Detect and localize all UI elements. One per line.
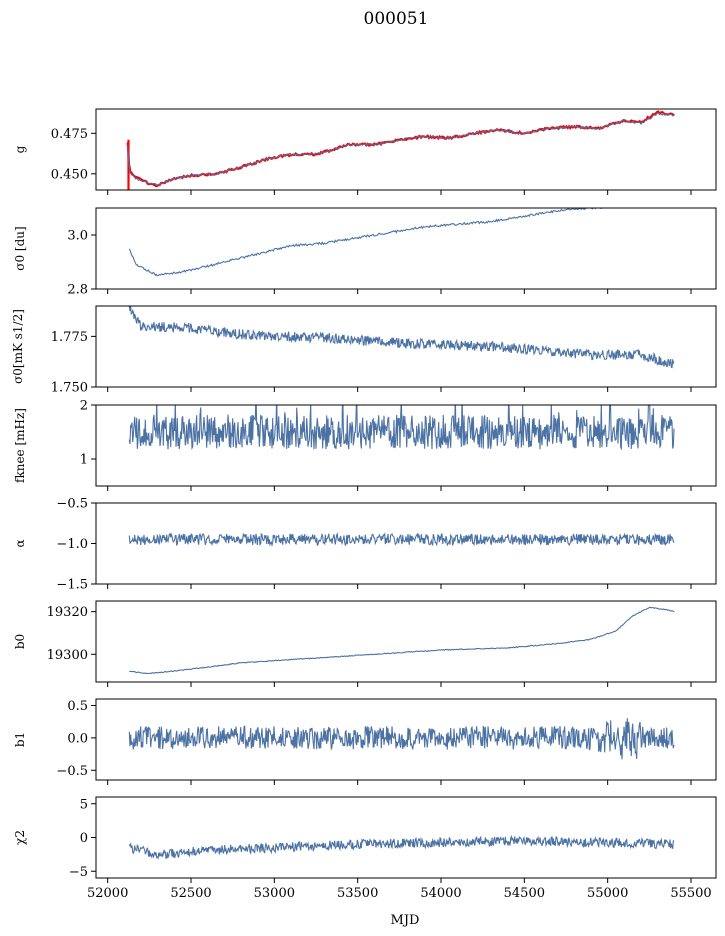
series-line-2: [127, 112, 675, 187]
x-tick-label: 52500: [170, 886, 211, 901]
series-line-1: [128, 208, 617, 277]
y-tick-label: 0: [80, 831, 88, 846]
series-line-1: [126, 110, 675, 188]
y-tick-label: −5: [69, 865, 88, 880]
panel-3: 1.750 1.775 σ0[mK s1/2]: [11, 305, 717, 396]
panel-6: 19300 19320 b0: [13, 600, 717, 687]
x-tick-label: 53500: [337, 886, 378, 901]
axes-frame: [95, 305, 717, 388]
y-tick-label: 2: [80, 399, 88, 414]
x-tick-label: 53000: [254, 886, 295, 901]
x-tick-label: 54500: [504, 886, 545, 901]
y-tick-label: 19300: [47, 648, 88, 663]
y-tick-label: −0.5: [56, 497, 88, 512]
y-tick-label: 5: [80, 797, 88, 812]
x-tick-label: 55500: [670, 886, 711, 901]
y-tick-label: −0.5: [56, 764, 88, 779]
panel-2: 2.8 3.0 σ0 [du]: [13, 207, 717, 298]
series-line-1: [129, 606, 675, 675]
panel-5: −1.5 −1.0 −0.5 α: [13, 497, 717, 593]
series-line-1: [128, 306, 675, 369]
panel-1: 0.450 0.475 g: [13, 108, 717, 195]
y-tick-label: 3.0: [67, 229, 88, 244]
y-tick-label: 0.0: [67, 731, 88, 746]
panels: 0.450 0.475 g 2.8 3.0 σ0 [du] 1.750 1.775 σ0[mK …: [11, 108, 717, 901]
axes-frame: [95, 600, 717, 683]
y-axis-label: g: [13, 145, 27, 153]
y-axis-label: b1: [13, 732, 27, 747]
y-tick-label: 1.775: [51, 330, 88, 345]
y-tick-label: −1.0: [56, 537, 88, 552]
y-tick-label: −1.5: [56, 578, 88, 593]
y-tick-label: 1: [80, 453, 88, 468]
x-axis-label: MJD: [391, 913, 420, 928]
y-tick-label: 2.8: [67, 283, 88, 298]
series-line-1: [128, 718, 675, 760]
y-axis-label: χ2: [13, 830, 27, 845]
y-tick-label: 0.450: [51, 167, 88, 182]
x-tick-label: 55000: [587, 886, 628, 901]
y-axis-label: b0: [13, 634, 27, 649]
x-tick-label: 52000: [87, 886, 128, 901]
y-axis-label: fknee [mHz]: [13, 408, 27, 483]
figure-title: 000051: [364, 9, 429, 29]
axes-frame: [95, 108, 717, 191]
y-axis-label: α: [13, 539, 27, 547]
panel-4: 1 2 fknee [mHz]: [13, 399, 717, 491]
panel-8: −5 0 5 χ2 52000 52500 53000 53500 54000 54500 5500…: [13, 796, 717, 901]
series-line-1: [128, 834, 675, 860]
axes-frame: [95, 404, 717, 487]
x-tick-label: 54000: [420, 886, 461, 901]
y-tick-label: 0.5: [67, 699, 88, 714]
series-line-1: [128, 405, 675, 451]
panel-7: −0.5 0.0 0.5 b1: [13, 698, 717, 785]
y-tick-label: 1.750: [51, 381, 88, 396]
axes-frame: [95, 796, 717, 879]
y-tick-label: 19320: [47, 605, 88, 620]
axes-frame: [95, 502, 717, 585]
axes-frame: [95, 698, 717, 781]
series-line-1: [128, 531, 675, 548]
y-axis-label: σ0 [du]: [13, 226, 27, 270]
y-axis-label: σ0[mK s1/2]: [11, 309, 25, 384]
axes-frame: [95, 207, 717, 290]
y-tick-label: 0.475: [51, 127, 88, 142]
